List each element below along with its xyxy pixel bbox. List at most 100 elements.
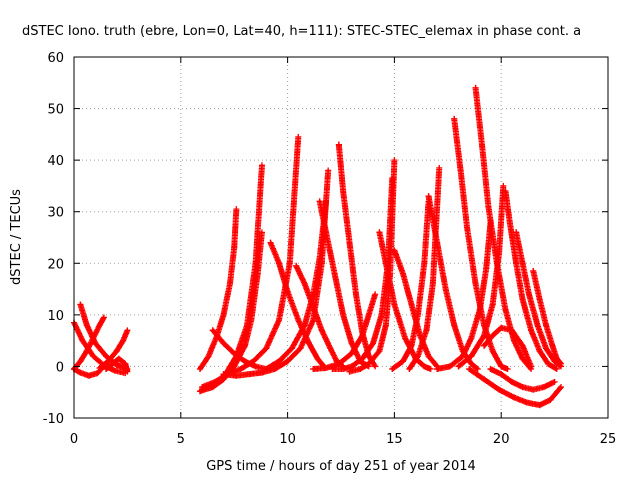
data-point: [109, 360, 116, 367]
y-tick-label: 60: [47, 51, 64, 66]
data-point: [120, 337, 127, 344]
series-29: [481, 324, 535, 370]
data-point: [297, 345, 304, 352]
data-point: [468, 360, 475, 367]
data-point: [293, 262, 300, 269]
data-point: [496, 386, 503, 393]
data-point: [427, 366, 434, 373]
data-point: [446, 363, 453, 370]
data-point: [209, 327, 216, 334]
data-point: [378, 311, 385, 318]
data-point: [536, 347, 543, 354]
data-point: [314, 355, 321, 362]
data-point: [323, 198, 330, 205]
data-point: [233, 206, 240, 213]
data-point: [252, 260, 259, 267]
data-point: [399, 358, 406, 365]
data-point: [79, 337, 86, 344]
data-point: [111, 367, 118, 374]
data-point: [508, 327, 515, 334]
data-point: [481, 332, 488, 339]
data-point: [316, 255, 323, 262]
data-point: [288, 345, 295, 352]
data-point: [414, 353, 421, 360]
x-tick-label: 15: [386, 432, 403, 447]
series-6-trail: [197, 207, 240, 372]
data-point: [316, 198, 323, 205]
data-point: [478, 141, 485, 148]
data-point: [451, 115, 458, 122]
data-point: [489, 301, 496, 308]
data-point: [372, 291, 379, 298]
data-point: [329, 366, 336, 373]
y-tick-label: 20: [47, 257, 64, 272]
data-point: [335, 360, 342, 367]
data-point: [558, 384, 565, 391]
data-point: [464, 224, 471, 231]
data-point: [113, 347, 120, 354]
data-point: [540, 384, 547, 391]
data-point: [286, 260, 293, 267]
data-point: [220, 311, 227, 318]
series-16: [335, 141, 379, 370]
data-point: [100, 314, 107, 321]
data-point: [124, 368, 131, 375]
data-point: [77, 358, 84, 365]
data-point: [327, 345, 334, 352]
data-point: [474, 366, 481, 373]
series-27: [472, 84, 535, 373]
data-point: [543, 345, 550, 352]
data-point: [519, 355, 526, 362]
data-point: [485, 203, 492, 210]
data-point: [408, 301, 415, 308]
data-point: [513, 260, 520, 267]
data-point: [382, 322, 389, 329]
data-point: [77, 369, 84, 376]
data-point: [525, 291, 532, 298]
data-point: [519, 342, 526, 349]
data-point: [534, 322, 541, 329]
data-point: [408, 342, 415, 349]
x-tick-label: 5: [177, 432, 185, 447]
data-point: [551, 378, 558, 385]
data-point: [103, 353, 110, 360]
data-point: [310, 366, 317, 373]
data-point: [436, 164, 443, 171]
data-point: [244, 322, 251, 329]
series-6: [197, 206, 240, 373]
series-15: [316, 198, 372, 370]
data-point: [323, 229, 330, 236]
series-30: [466, 366, 565, 409]
data-point: [472, 84, 479, 91]
data-point: [83, 322, 90, 329]
data-point: [205, 353, 212, 360]
grid: [74, 57, 608, 418]
data-point: [530, 386, 537, 393]
data-point: [391, 157, 398, 164]
data-point: [263, 345, 270, 352]
data-point: [340, 366, 347, 373]
data-point: [252, 363, 259, 370]
data-point: [365, 311, 372, 318]
data-point: [335, 141, 342, 148]
data-point: [457, 167, 464, 174]
chart-title: dSTEC Iono. truth (ebre, Lon=0, Lat=40, …: [22, 24, 581, 39]
plot-frame: [73, 56, 609, 419]
series-26-trail: [434, 220, 494, 372]
data-point: [276, 317, 283, 324]
data-point: [357, 366, 364, 373]
data-point: [498, 363, 505, 370]
data-point: [90, 335, 97, 342]
data-point: [348, 340, 355, 347]
series-17: [310, 291, 379, 373]
data-point: [489, 332, 496, 339]
data-point: [434, 239, 441, 246]
data-point: [348, 350, 355, 357]
data-point: [523, 399, 530, 406]
data-point: [85, 372, 92, 379]
data-point: [295, 133, 302, 140]
data-point: [96, 364, 103, 371]
data-point: [511, 394, 518, 401]
series-4: [96, 327, 131, 371]
data-point: [472, 280, 479, 287]
